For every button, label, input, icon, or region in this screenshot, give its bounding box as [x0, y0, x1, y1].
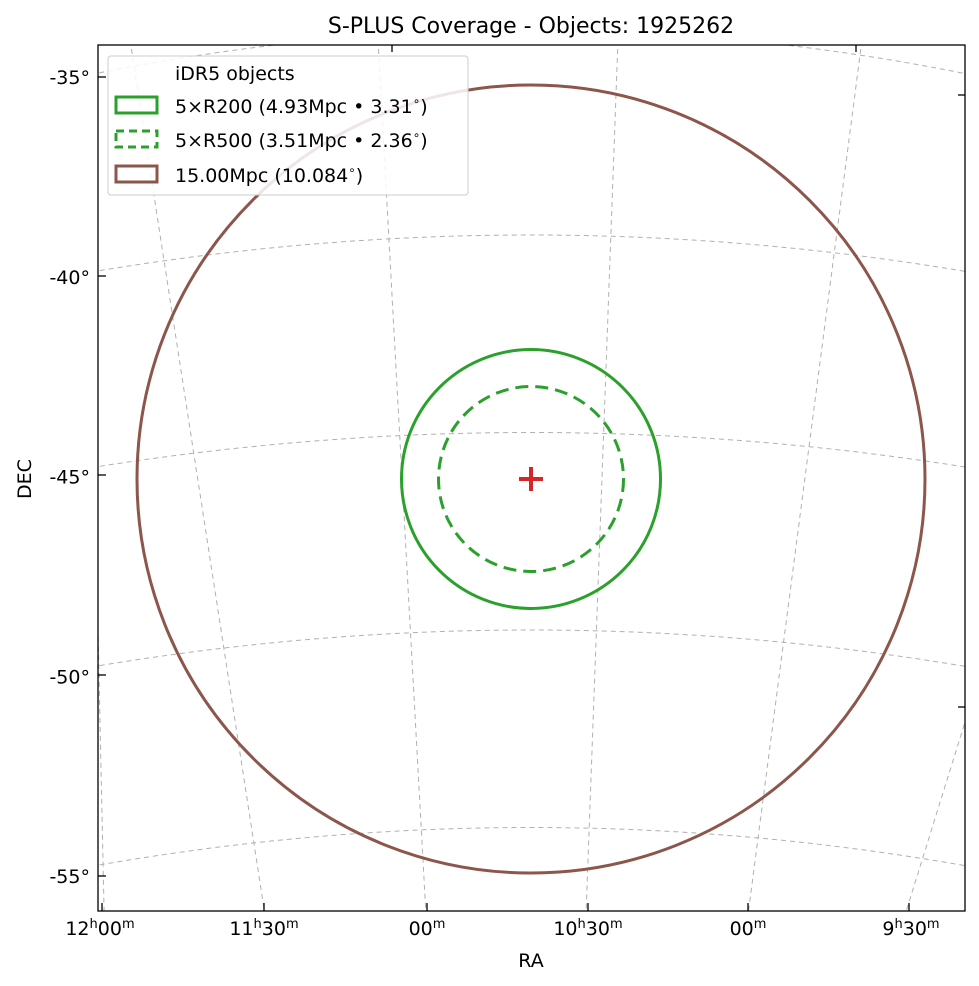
grid-dec-55 — [98, 827, 965, 867]
legend-box — [107, 55, 469, 196]
x-tick-label: 00m — [730, 917, 767, 940]
legend-swatch-5xr200 — [114, 95, 159, 115]
chart-title: S-PLUS Coverage - Objects: 1925262 — [328, 14, 734, 39]
legend-label: 5×R500 (3.51Mpc • 2.36∘) — [175, 128, 428, 152]
ticks — [98, 45, 965, 911]
y-tick-label: -55° — [49, 866, 90, 888]
y-tick-label: -45° — [49, 467, 90, 489]
y-tick-label: -35° — [49, 67, 90, 89]
cluster-center-marker — [519, 467, 543, 491]
grid-ra-1000 — [748, 45, 862, 911]
legend-swatches — [114, 95, 159, 184]
plot-frame — [97, 44, 966, 912]
y-tick-label: -40° — [49, 267, 90, 289]
legend-labels: iDR5 objects 5×R200 (4.93Mpc • 3.31∘) 5×R5… — [175, 63, 428, 187]
legend-label: 15.00Mpc (10.084∘) — [175, 163, 363, 187]
legend-swatch-5xr500 — [114, 129, 159, 149]
grid-dec-50 — [98, 629, 965, 667]
y-tick-label: -50° — [49, 666, 90, 688]
circle-15mpc — [135, 83, 927, 875]
grid-dec-45 — [98, 432, 965, 468]
x-tick-label: 11h30m — [229, 917, 298, 940]
x-tick-label: 10h30m — [553, 917, 622, 940]
legend-label: 5×R200 (4.93Mpc • 3.31∘) — [175, 94, 428, 118]
circle-5xr200 — [400, 348, 662, 610]
legend: iDR5 objects 5×R200 (4.93Mpc • 3.31∘) 5×R5… — [107, 55, 469, 196]
grid-ra-0930 — [905, 720, 965, 911]
grid-dec-40 — [98, 234, 965, 272]
x-tick-labels: 12h00m 11h30m 00m 10h30m 00m 9h30m — [65, 917, 939, 940]
grid-ra-1030 — [585, 45, 619, 911]
x-tick-label: 12h00m — [65, 917, 134, 940]
legend-label: iDR5 objects — [175, 63, 295, 85]
y-axis-label: DEC — [14, 459, 36, 499]
circle-5xr500 — [437, 385, 625, 573]
grid-dec-35 — [98, 45, 965, 75]
legend-swatch-15mpc — [114, 164, 159, 184]
y-tick-labels: -35° -40° -45° -50° -55° — [49, 67, 90, 888]
x-tick-label: 00m — [409, 917, 446, 940]
x-axis-label: RA — [518, 950, 543, 972]
grid-ra-1200 — [98, 605, 105, 911]
x-tick-label: 9h30m — [882, 917, 939, 940]
